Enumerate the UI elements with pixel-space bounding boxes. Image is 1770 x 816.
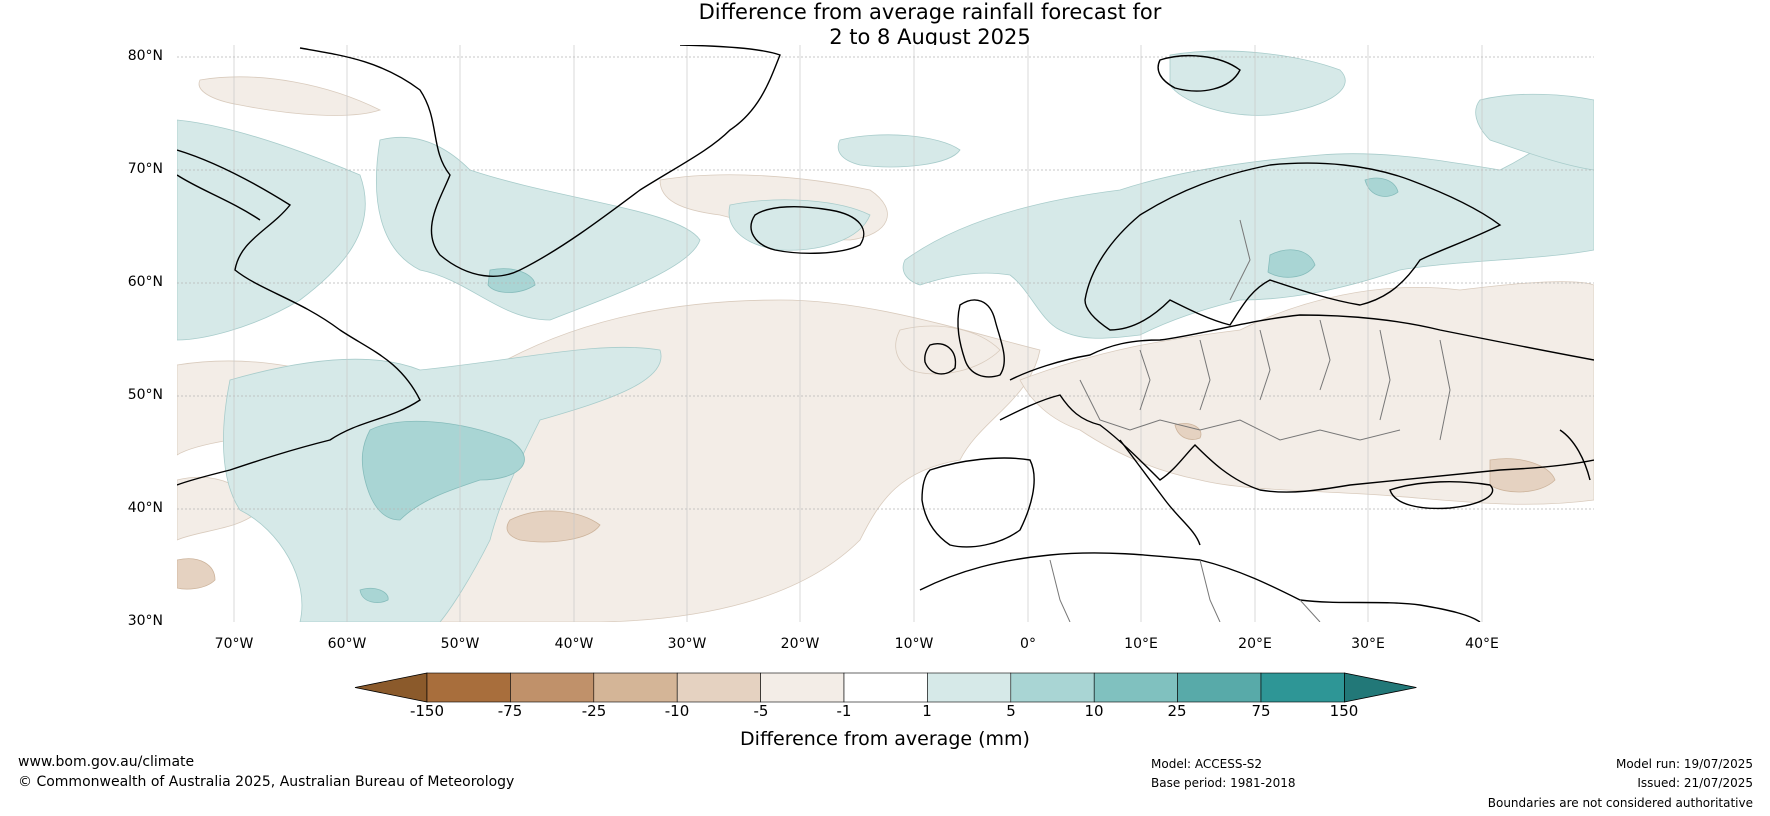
colorbar-title: Difference from average (mm) [740,728,1030,750]
map-title: Difference from average rainfall forecas… [0,0,1770,50]
colorbar-bin [843,672,928,703]
issued-date: Issued: 21/07/2025 [1637,776,1753,790]
lat-label: 40°N [127,500,163,516]
country-borders [1049,219,1451,622]
colorbar-tick-label: -10 [664,702,690,720]
colorbar-tick-label: 5 [1006,702,1016,720]
colorbar-bin [1010,672,1095,703]
colorbar-extend-high [1344,672,1417,703]
footer-url[interactable]: www.bom.gov.au/climate [18,754,195,770]
model-run-date: Model run: 19/07/2025 [1615,757,1753,771]
colorbar-bin [1260,672,1345,703]
colorbar-tick-label: 1 [922,702,932,720]
colorbar-tick-label: 10 [1084,702,1104,720]
colorbar-tick-label: -150 [409,702,445,720]
lon-label: 40°E [1465,636,1499,652]
colorbar-bin [676,672,761,703]
colorbar-bin [426,672,511,703]
colorbar-tick-label: 150 [1329,702,1359,720]
colorbar-bin [1177,672,1262,703]
lon-label: 70°W [214,636,254,652]
colorbar [354,672,1417,703]
lon-label: 20°W [780,636,820,652]
lon-label: 30°E [1351,636,1385,652]
colorbar-bin [760,672,845,703]
base-period: Base period: 1981-2018 [1151,776,1296,790]
moderate-wet-areas [359,177,1399,603]
lat-label: 80°N [127,48,163,64]
lat-label: 60°N [127,274,163,290]
wet-anomaly-areas [177,50,1594,622]
footer-copyright: © Commonwealth of Australia 2025, Austra… [18,774,515,790]
lon-label: 30°W [667,636,707,652]
colorbar-tick-label: -25 [581,702,607,720]
lon-label: 10°E [1124,636,1158,652]
colorbar-extend-low [354,672,428,703]
colorbar-tick-label: -5 [753,702,769,720]
lon-label: 50°W [440,636,480,652]
colorbar-bin [510,672,595,703]
lon-label: 40°W [554,636,594,652]
lon-label: 10°W [894,636,934,652]
colorbar-tick-label: -75 [497,702,523,720]
model-name: Model: ACCESS-S2 [1151,757,1263,771]
colorbar-tick-label: 25 [1167,702,1187,720]
colorbar-bin [1093,672,1178,703]
moderate-dry-areas [177,423,1556,590]
lon-label: 20°E [1238,636,1272,652]
colorbar-bin [927,672,1012,703]
lat-label: 50°N [127,387,163,403]
colorbar-bin [593,672,678,703]
meridians [233,45,1483,622]
disclaimer: Boundaries are not considered authoritat… [1487,796,1753,810]
lat-label: 30°N [127,613,163,629]
lat-label: 70°N [127,161,163,177]
lon-label: 0° [1020,636,1036,652]
coastlines [177,45,1594,622]
colorbar-tick-label: 75 [1251,702,1271,720]
map-plot-area [177,45,1594,622]
colorbar-tick-label: -1 [836,702,852,720]
title-line-1: Difference from average rainfall forecas… [698,0,1162,24]
lon-label: 60°W [327,636,367,652]
graticule [177,56,1594,510]
